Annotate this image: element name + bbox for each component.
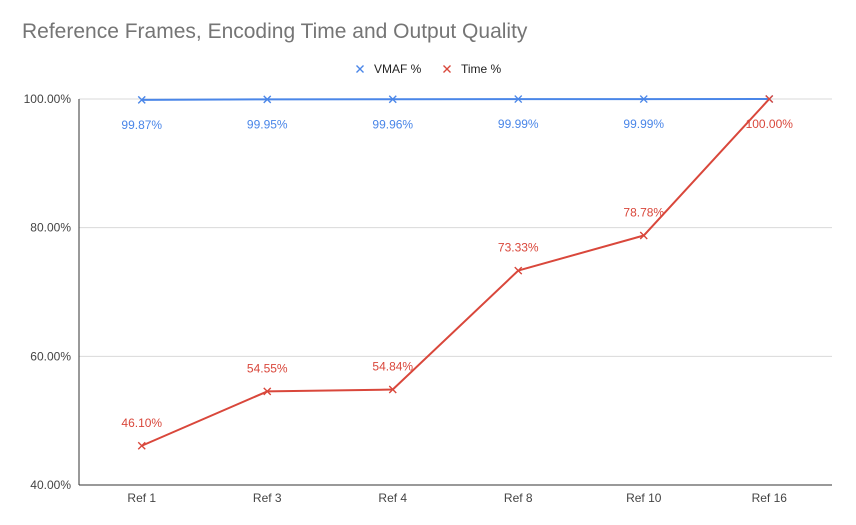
x-tick-label: Ref 16 (752, 491, 788, 505)
data-label: 99.96% (372, 117, 413, 131)
data-label: 54.55% (247, 361, 288, 375)
vmaf-legend-label: VMAF % (374, 62, 422, 76)
time-point (765, 95, 774, 103)
vmaf-point (639, 95, 648, 104)
x-tick-label: Ref 3 (253, 491, 282, 505)
data-label: 99.95% (247, 117, 288, 131)
vmaf-series-line (141, 98, 770, 101)
y-tick-label: 100.00% (24, 92, 72, 106)
y-tick-label: 80.00% (30, 221, 71, 235)
data-label: 78.78% (623, 206, 664, 220)
data-label: 73.33% (498, 241, 539, 255)
vmaf-point (514, 95, 523, 104)
data-label: 99.87% (121, 118, 162, 132)
time-legend-marker (443, 65, 451, 73)
data-label: 100.00% (746, 117, 794, 131)
time-point (514, 266, 523, 275)
time-series-line (141, 98, 770, 447)
time-point (388, 385, 397, 394)
vmaf-point (388, 95, 397, 104)
vmaf-legend-marker (356, 65, 364, 73)
vmaf-point (263, 95, 272, 104)
x-tick-label: Ref 1 (127, 491, 156, 505)
data-label: 99.99% (623, 117, 664, 131)
x-tick-label: Ref 10 (626, 491, 662, 505)
data-label: 99.99% (498, 117, 539, 131)
chart-title: Reference Frames, Encoding Time and Outp… (22, 20, 528, 43)
x-tick-label: Ref 4 (378, 491, 407, 505)
time-legend-label: Time % (461, 62, 502, 76)
time-point (639, 231, 648, 240)
y-tick-label: 40.00% (30, 478, 71, 492)
x-tick-label: Ref 8 (504, 491, 533, 505)
vmaf-point (137, 95, 146, 104)
data-label: 54.84% (372, 360, 413, 374)
data-label: 46.10% (121, 416, 162, 430)
y-tick-label: 60.00% (30, 349, 71, 363)
time-point (137, 441, 146, 450)
time-point (263, 387, 272, 396)
